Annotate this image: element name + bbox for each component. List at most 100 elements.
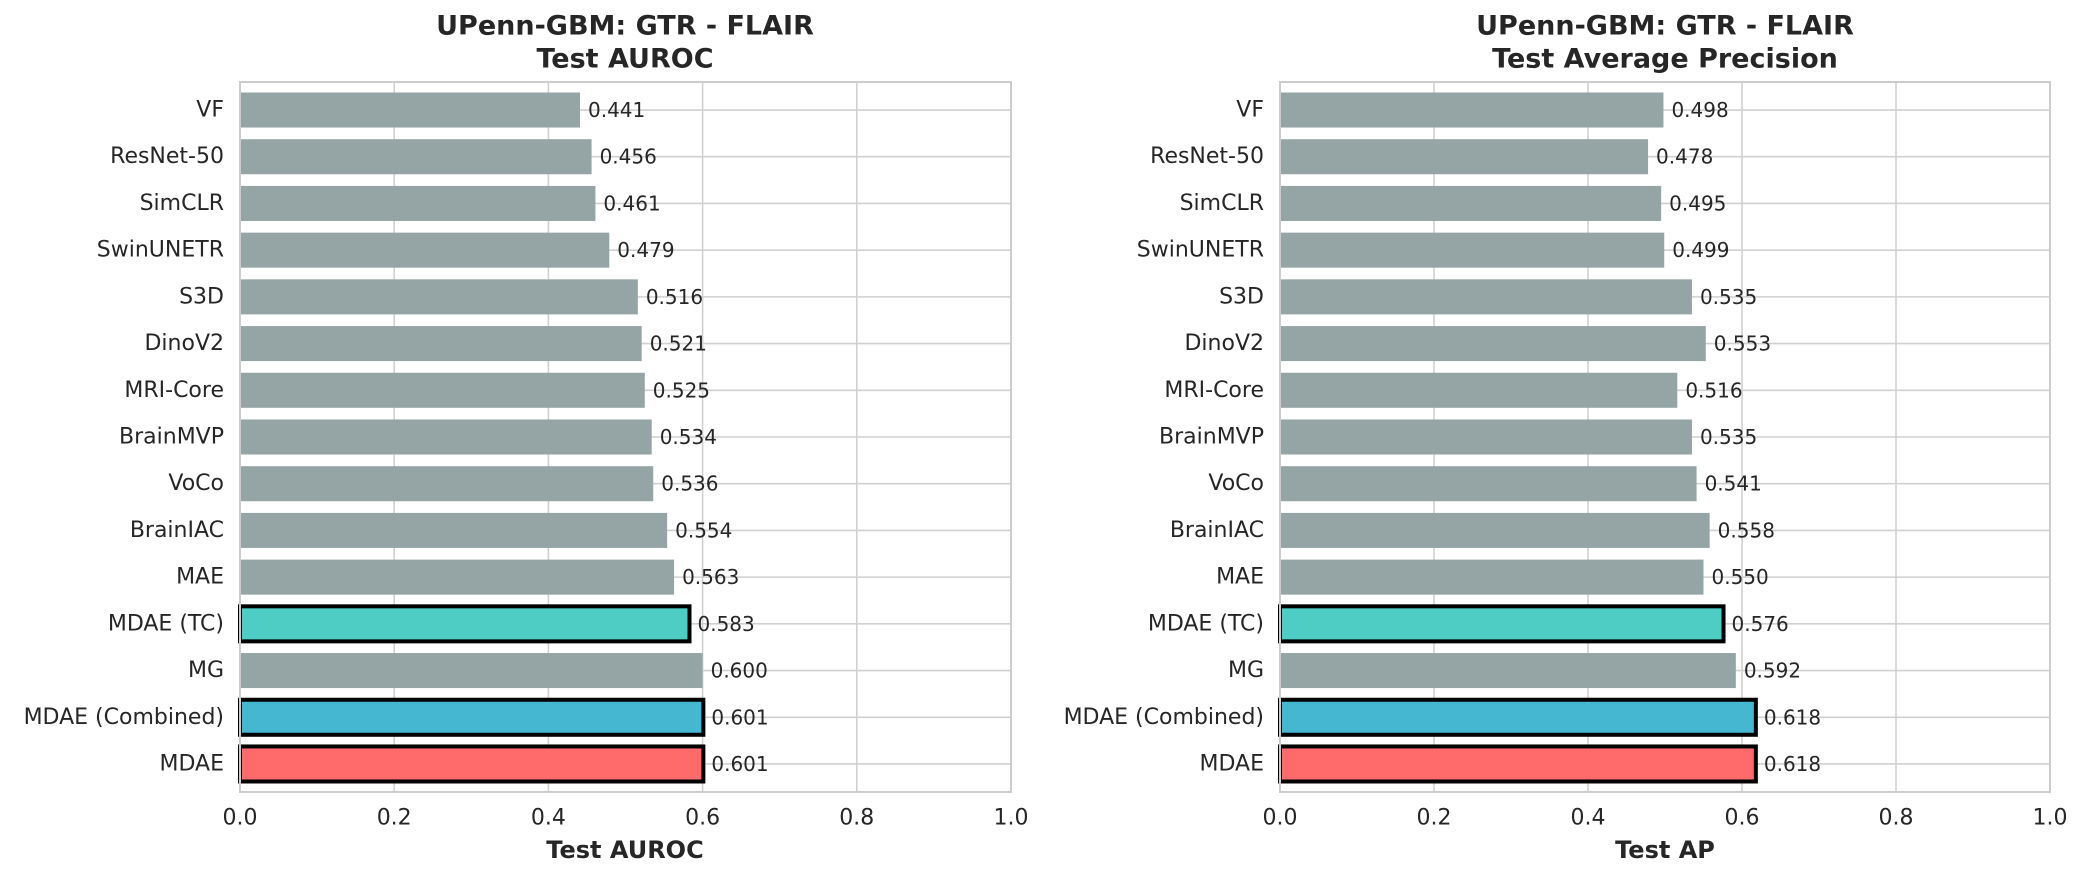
y-tick-label: VF	[196, 98, 224, 123]
plot-frame	[239, 81, 1012, 793]
bar	[1280, 419, 1692, 455]
bar	[1280, 279, 1692, 315]
bar	[240, 232, 610, 268]
bar-value-label: 0.601	[711, 705, 768, 729]
bar	[1280, 185, 1662, 221]
bar-value-label: 0.536	[661, 472, 718, 496]
bar-value-label: 0.495	[1669, 191, 1726, 215]
chart-subtitle: Test Average Precision	[1492, 44, 1838, 75]
bar-value-label: 0.535	[1700, 285, 1757, 309]
bar	[1280, 372, 1678, 408]
bar-value-label: 0.592	[1744, 659, 1801, 683]
bar	[1278, 697, 1758, 737]
y-tick-label: MAE	[176, 565, 224, 590]
bar	[240, 653, 703, 689]
y-tick-label: MDAE	[160, 751, 225, 776]
bar	[240, 372, 645, 408]
bar-value-label: 0.600	[711, 659, 768, 683]
bar-value-label: 0.583	[697, 612, 754, 636]
bar-value-label: 0.553	[1714, 332, 1771, 356]
y-tick-label: MDAE (Combined)	[1064, 705, 1264, 730]
bar	[240, 92, 581, 128]
y-tick-label: BrainIAC	[1170, 518, 1264, 543]
bar	[1280, 326, 1706, 362]
x-tick-label: 0.8	[839, 806, 874, 831]
y-tick-label: MAE	[1216, 565, 1264, 590]
bar-value-label: 0.516	[646, 285, 703, 309]
x-tick-label: 0.6	[1725, 806, 1760, 831]
bar	[240, 419, 652, 455]
bar-value-label: 0.441	[588, 98, 645, 122]
bar	[1280, 512, 1710, 548]
y-tick-label: MDAE	[1200, 751, 1265, 776]
bar-value-label: 0.535	[1700, 425, 1757, 449]
bar-value-label: 0.576	[1732, 612, 1789, 636]
bar-value-label: 0.478	[1656, 145, 1713, 169]
chart-panel-ap: 0.0 0.2 0.4 0.6 0.8 1.0 0.498 VF 0.478 ResNet-50 0…	[1064, 11, 2068, 865]
bar	[240, 139, 592, 175]
plot-frame	[1279, 81, 2051, 793]
x-tick-label: 0.4	[531, 806, 566, 831]
y-tick-label: DinoV2	[144, 331, 224, 356]
bar-value-label: 0.456	[600, 145, 657, 169]
bar	[1280, 92, 1664, 128]
y-tick-label: DinoV2	[1184, 331, 1264, 356]
x-tick-label: 1.0	[2033, 806, 2068, 831]
bar	[240, 466, 654, 502]
bar-value-label: 0.554	[675, 518, 732, 542]
bar	[238, 697, 706, 737]
bar	[1280, 559, 1704, 595]
y-tick-label: VF	[1236, 98, 1264, 123]
bar	[1278, 604, 1726, 644]
x-axis-label: Test AUROC	[546, 836, 703, 864]
y-tick-label: VoCo	[168, 471, 224, 496]
bar-value-label: 0.499	[1672, 238, 1729, 262]
bar-value-label: 0.558	[1718, 518, 1775, 542]
x-tick-label: 0.8	[1879, 806, 1914, 831]
bar	[1280, 232, 1665, 268]
y-tick-label: MG	[188, 658, 224, 683]
bar-value-label: 0.534	[660, 425, 717, 449]
chart-subtitle: Test AUROC	[536, 44, 713, 75]
y-tick-label: SwinUNETR	[97, 238, 224, 263]
y-tick-label: S3D	[179, 284, 224, 309]
x-tick-label: 1.0	[994, 806, 1029, 831]
x-tick-label: 0.0	[223, 806, 258, 831]
y-tick-label: MDAE (Combined)	[24, 705, 224, 730]
y-tick-label: MG	[1228, 658, 1264, 683]
y-tick-label: BrainMVP	[119, 425, 224, 450]
x-tick-label: 0.2	[377, 806, 412, 831]
chart-title: UPenn-GBM: GTR - FLAIR	[436, 11, 814, 42]
bar-value-label: 0.563	[682, 565, 739, 589]
bar	[240, 559, 675, 595]
x-axis-label: Test AP	[1615, 836, 1715, 864]
bar-value-label: 0.550	[1712, 565, 1769, 589]
y-tick-label: ResNet-50	[110, 144, 224, 169]
bar-value-label: 0.525	[653, 378, 710, 402]
x-tick-label: 0.4	[1571, 806, 1606, 831]
y-tick-label: MDAE (TC)	[1148, 611, 1264, 636]
bar-value-label: 0.618	[1764, 752, 1821, 776]
y-tick-label: MDAE (TC)	[108, 611, 224, 636]
y-tick-label: ResNet-50	[1150, 144, 1264, 169]
y-tick-label: SimCLR	[140, 191, 224, 216]
bar	[240, 326, 642, 362]
x-tick-label: 0.0	[1263, 806, 1298, 831]
y-tick-label: BrainIAC	[130, 518, 224, 543]
bar	[1278, 744, 1758, 784]
bar	[240, 279, 638, 315]
y-tick-label: S3D	[1219, 284, 1264, 309]
bar	[238, 604, 692, 644]
bar-value-label: 0.541	[1705, 472, 1762, 496]
bar	[238, 744, 706, 784]
y-tick-label: SwinUNETR	[1137, 238, 1264, 263]
bar	[1280, 653, 1736, 689]
bar-value-label: 0.461	[603, 191, 660, 215]
y-tick-label: VoCo	[1208, 471, 1264, 496]
bar-value-label: 0.618	[1764, 705, 1821, 729]
y-tick-label: BrainMVP	[1159, 425, 1264, 450]
y-tick-label: SimCLR	[1180, 191, 1264, 216]
bar	[240, 185, 596, 221]
